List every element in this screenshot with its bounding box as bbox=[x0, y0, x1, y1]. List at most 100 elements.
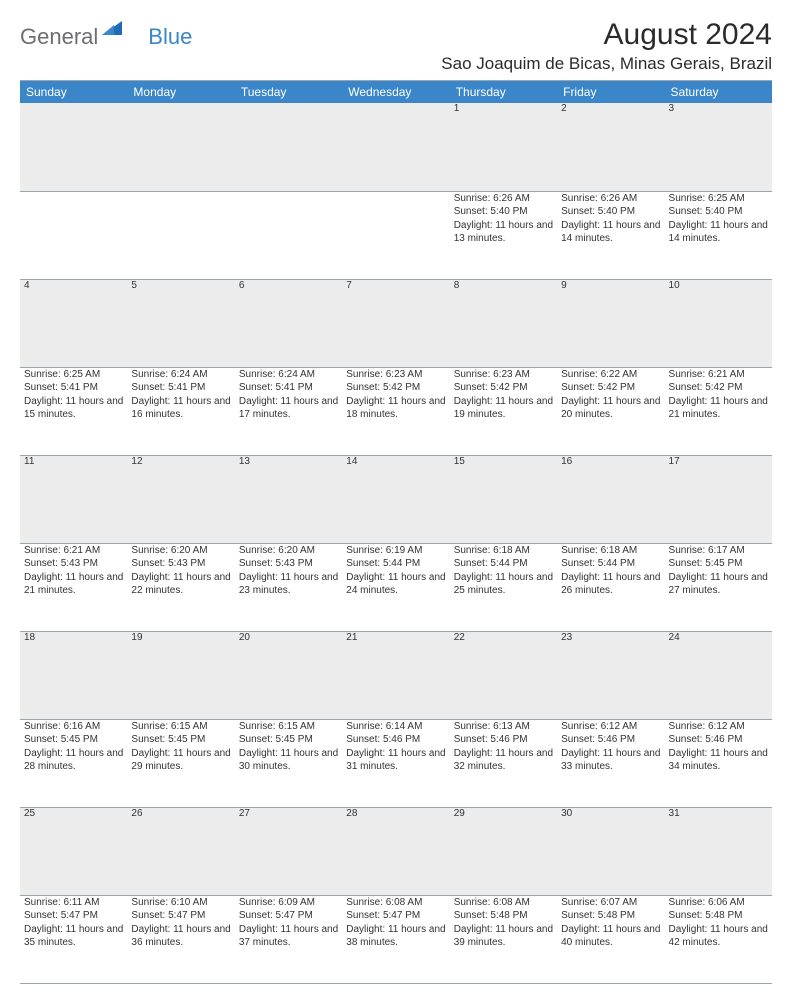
day-cell: Sunrise: 6:24 AMSunset: 5:41 PMDaylight:… bbox=[127, 367, 234, 455]
day-header: Wednesday bbox=[342, 81, 449, 104]
calendar-table: SundayMondayTuesdayWednesdayThursdayFrid… bbox=[20, 80, 772, 984]
day-cell: Sunrise: 6:20 AMSunset: 5:43 PMDaylight:… bbox=[235, 543, 342, 631]
day-cell bbox=[342, 191, 449, 279]
day-detail: Sunrise: 6:22 AMSunset: 5:42 PMDaylight:… bbox=[561, 368, 660, 422]
day-detail: Sunrise: 6:19 AMSunset: 5:44 PMDaylight:… bbox=[346, 544, 445, 598]
logo-text-blue: Blue bbox=[148, 24, 192, 50]
day-number: 25 bbox=[20, 807, 127, 895]
day-cell: Sunrise: 6:17 AMSunset: 5:45 PMDaylight:… bbox=[665, 543, 772, 631]
day-cell: Sunrise: 6:09 AMSunset: 5:47 PMDaylight:… bbox=[235, 895, 342, 983]
day-detail: Sunrise: 6:24 AMSunset: 5:41 PMDaylight:… bbox=[239, 368, 338, 422]
day-detail: Sunrise: 6:10 AMSunset: 5:47 PMDaylight:… bbox=[131, 896, 230, 950]
day-cell: Sunrise: 6:14 AMSunset: 5:46 PMDaylight:… bbox=[342, 719, 449, 807]
day-cell: Sunrise: 6:25 AMSunset: 5:40 PMDaylight:… bbox=[665, 191, 772, 279]
day-cell: Sunrise: 6:16 AMSunset: 5:45 PMDaylight:… bbox=[20, 719, 127, 807]
calendar-thead: SundayMondayTuesdayWednesdayThursdayFrid… bbox=[20, 81, 772, 104]
day-header-row: SundayMondayTuesdayWednesdayThursdayFrid… bbox=[20, 81, 772, 104]
day-number bbox=[127, 103, 234, 191]
day-cell: Sunrise: 6:20 AMSunset: 5:43 PMDaylight:… bbox=[127, 543, 234, 631]
day-cell: Sunrise: 6:15 AMSunset: 5:45 PMDaylight:… bbox=[235, 719, 342, 807]
day-cell: Sunrise: 6:07 AMSunset: 5:48 PMDaylight:… bbox=[557, 895, 664, 983]
day-detail: Sunrise: 6:20 AMSunset: 5:43 PMDaylight:… bbox=[131, 544, 230, 598]
day-number: 29 bbox=[450, 807, 557, 895]
day-number-row: 45678910 bbox=[20, 279, 772, 367]
day-detail: Sunrise: 6:25 AMSunset: 5:40 PMDaylight:… bbox=[669, 192, 768, 246]
day-detail: Sunrise: 6:23 AMSunset: 5:42 PMDaylight:… bbox=[454, 368, 553, 422]
day-detail: Sunrise: 6:21 AMSunset: 5:42 PMDaylight:… bbox=[669, 368, 768, 422]
day-detail: Sunrise: 6:23 AMSunset: 5:42 PMDaylight:… bbox=[346, 368, 445, 422]
day-detail: Sunrise: 6:09 AMSunset: 5:47 PMDaylight:… bbox=[239, 896, 338, 950]
day-detail: Sunrise: 6:18 AMSunset: 5:44 PMDaylight:… bbox=[561, 544, 660, 598]
day-cell: Sunrise: 6:06 AMSunset: 5:48 PMDaylight:… bbox=[665, 895, 772, 983]
day-detail: Sunrise: 6:07 AMSunset: 5:48 PMDaylight:… bbox=[561, 896, 660, 950]
day-header: Sunday bbox=[20, 81, 127, 104]
day-number: 8 bbox=[450, 279, 557, 367]
day-cell bbox=[20, 191, 127, 279]
day-number: 6 bbox=[235, 279, 342, 367]
day-cell: Sunrise: 6:24 AMSunset: 5:41 PMDaylight:… bbox=[235, 367, 342, 455]
day-detail-row: Sunrise: 6:11 AMSunset: 5:47 PMDaylight:… bbox=[20, 895, 772, 983]
day-number: 26 bbox=[127, 807, 234, 895]
day-number: 7 bbox=[342, 279, 449, 367]
calendar-tbody: 123Sunrise: 6:26 AMSunset: 5:40 PMDaylig… bbox=[20, 103, 772, 983]
day-number: 16 bbox=[557, 455, 664, 543]
day-number-row: 123 bbox=[20, 103, 772, 191]
day-cell: Sunrise: 6:11 AMSunset: 5:47 PMDaylight:… bbox=[20, 895, 127, 983]
day-cell: Sunrise: 6:08 AMSunset: 5:47 PMDaylight:… bbox=[342, 895, 449, 983]
month-title: August 2024 bbox=[441, 18, 772, 52]
day-number: 24 bbox=[665, 631, 772, 719]
day-cell: Sunrise: 6:08 AMSunset: 5:48 PMDaylight:… bbox=[450, 895, 557, 983]
day-number: 17 bbox=[665, 455, 772, 543]
day-header: Monday bbox=[127, 81, 234, 104]
day-detail: Sunrise: 6:13 AMSunset: 5:46 PMDaylight:… bbox=[454, 720, 553, 774]
day-detail: Sunrise: 6:20 AMSunset: 5:43 PMDaylight:… bbox=[239, 544, 338, 598]
day-number: 10 bbox=[665, 279, 772, 367]
calendar-document: General Blue August 2024 Sao Joaquim de … bbox=[0, 0, 792, 1002]
day-cell: Sunrise: 6:25 AMSunset: 5:41 PMDaylight:… bbox=[20, 367, 127, 455]
day-number bbox=[235, 103, 342, 191]
day-header: Thursday bbox=[450, 81, 557, 104]
day-detail: Sunrise: 6:24 AMSunset: 5:41 PMDaylight:… bbox=[131, 368, 230, 422]
day-detail: Sunrise: 6:25 AMSunset: 5:41 PMDaylight:… bbox=[24, 368, 123, 422]
day-number-row: 11121314151617 bbox=[20, 455, 772, 543]
day-detail: Sunrise: 6:26 AMSunset: 5:40 PMDaylight:… bbox=[561, 192, 660, 246]
day-cell bbox=[235, 191, 342, 279]
sail-icon bbox=[100, 19, 124, 37]
day-cell: Sunrise: 6:13 AMSunset: 5:46 PMDaylight:… bbox=[450, 719, 557, 807]
day-number: 21 bbox=[342, 631, 449, 719]
day-cell: Sunrise: 6:21 AMSunset: 5:42 PMDaylight:… bbox=[665, 367, 772, 455]
day-cell bbox=[127, 191, 234, 279]
day-detail-row: Sunrise: 6:21 AMSunset: 5:43 PMDaylight:… bbox=[20, 543, 772, 631]
day-number: 30 bbox=[557, 807, 664, 895]
day-number-row: 18192021222324 bbox=[20, 631, 772, 719]
day-number: 1 bbox=[450, 103, 557, 191]
day-number: 9 bbox=[557, 279, 664, 367]
day-detail: Sunrise: 6:08 AMSunset: 5:48 PMDaylight:… bbox=[454, 896, 553, 950]
day-header: Friday bbox=[557, 81, 664, 104]
day-cell: Sunrise: 6:21 AMSunset: 5:43 PMDaylight:… bbox=[20, 543, 127, 631]
header: General Blue August 2024 Sao Joaquim de … bbox=[20, 18, 772, 74]
day-cell: Sunrise: 6:23 AMSunset: 5:42 PMDaylight:… bbox=[450, 367, 557, 455]
day-detail: Sunrise: 6:17 AMSunset: 5:45 PMDaylight:… bbox=[669, 544, 768, 598]
location: Sao Joaquim de Bicas, Minas Gerais, Braz… bbox=[441, 54, 772, 74]
day-cell: Sunrise: 6:22 AMSunset: 5:42 PMDaylight:… bbox=[557, 367, 664, 455]
day-number: 23 bbox=[557, 631, 664, 719]
day-cell: Sunrise: 6:23 AMSunset: 5:42 PMDaylight:… bbox=[342, 367, 449, 455]
day-detail: Sunrise: 6:15 AMSunset: 5:45 PMDaylight:… bbox=[239, 720, 338, 774]
day-cell: Sunrise: 6:18 AMSunset: 5:44 PMDaylight:… bbox=[557, 543, 664, 631]
day-detail: Sunrise: 6:16 AMSunset: 5:45 PMDaylight:… bbox=[24, 720, 123, 774]
day-number bbox=[342, 103, 449, 191]
day-header: Tuesday bbox=[235, 81, 342, 104]
day-number: 12 bbox=[127, 455, 234, 543]
day-number: 28 bbox=[342, 807, 449, 895]
day-cell: Sunrise: 6:18 AMSunset: 5:44 PMDaylight:… bbox=[450, 543, 557, 631]
day-number: 14 bbox=[342, 455, 449, 543]
day-detail-row: Sunrise: 6:26 AMSunset: 5:40 PMDaylight:… bbox=[20, 191, 772, 279]
day-number: 20 bbox=[235, 631, 342, 719]
day-detail-row: Sunrise: 6:16 AMSunset: 5:45 PMDaylight:… bbox=[20, 719, 772, 807]
day-cell: Sunrise: 6:19 AMSunset: 5:44 PMDaylight:… bbox=[342, 543, 449, 631]
day-number: 31 bbox=[665, 807, 772, 895]
day-number: 18 bbox=[20, 631, 127, 719]
logo-text-general: General bbox=[20, 24, 98, 50]
day-cell: Sunrise: 6:26 AMSunset: 5:40 PMDaylight:… bbox=[450, 191, 557, 279]
